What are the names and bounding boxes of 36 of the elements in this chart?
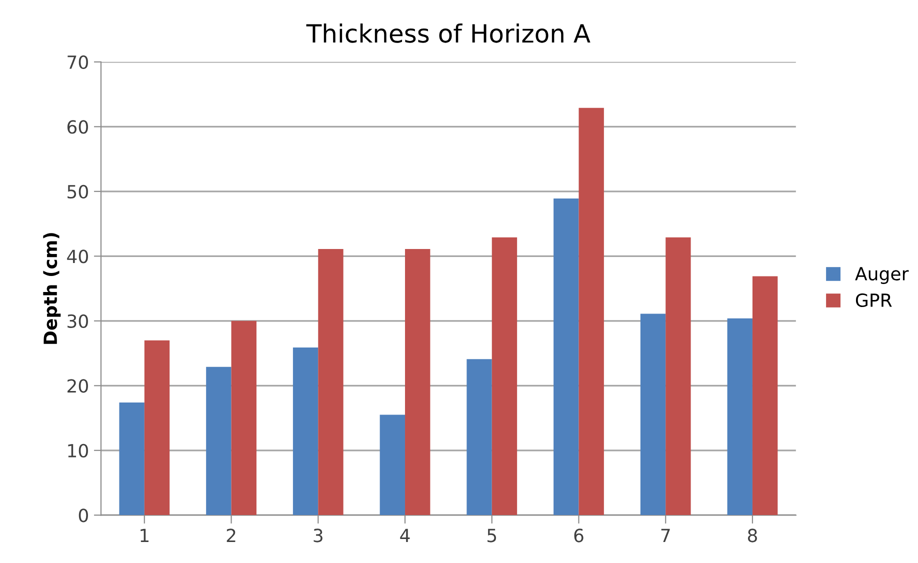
y-tick-label: 60 xyxy=(67,120,88,134)
bar xyxy=(492,237,518,516)
chart-title: Thickness of Horizon A xyxy=(306,23,590,43)
bar xyxy=(206,366,232,516)
bar xyxy=(578,108,604,516)
y-tick-label: 0 xyxy=(78,508,88,522)
y-tick-label: 30 xyxy=(68,314,88,328)
bar xyxy=(554,198,579,516)
x-tick-label: 7 xyxy=(661,528,670,542)
bar xyxy=(231,320,256,516)
legend-label: Auger xyxy=(855,267,909,284)
bar xyxy=(640,314,666,516)
bar xyxy=(752,276,778,516)
legend-label: GPR xyxy=(856,293,892,308)
bar xyxy=(380,414,406,516)
bar xyxy=(144,340,170,516)
x-tick-label: 5 xyxy=(488,528,496,542)
y-tick-label: 20 xyxy=(68,379,88,393)
x-tick-label: 2 xyxy=(226,528,236,542)
bar xyxy=(318,249,344,516)
x-tick-label: 8 xyxy=(748,528,757,542)
bar xyxy=(727,318,752,516)
bar xyxy=(292,347,318,516)
y-tick-label: 50 xyxy=(68,184,88,199)
x-tick-label: 3 xyxy=(314,528,322,542)
bar xyxy=(119,402,144,516)
bar xyxy=(466,359,492,516)
bar xyxy=(405,249,430,516)
bar xyxy=(666,237,691,516)
y-tick-label: 40 xyxy=(67,250,88,264)
x-tick-label: 6 xyxy=(574,528,584,542)
y-tick-label: 70 xyxy=(68,55,88,70)
y-axis-title: Depth (cm) xyxy=(43,233,61,344)
y-tick-label: 10 xyxy=(68,444,88,458)
x-tick-label: 1 xyxy=(140,528,148,542)
x-tick-label: 4 xyxy=(400,528,410,542)
